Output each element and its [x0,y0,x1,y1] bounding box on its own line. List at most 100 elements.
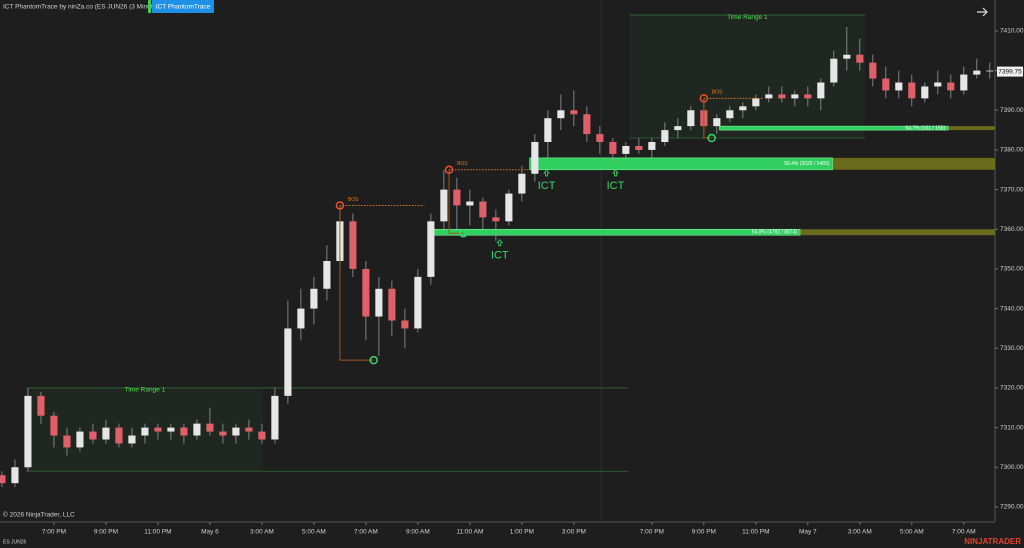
x-tick-label: 1:00 PM [510,529,534,536]
x-tick-label: 3:00 PM [562,529,586,536]
x-tick-label: 7:00 AM [354,529,378,536]
bos-label: BOS [348,197,359,203]
y-tick-label: 7320.00 [1000,385,1024,392]
y-tick-label: 7300.00 [1000,464,1024,471]
candle-body [89,431,97,440]
y-tick-label: 7330.00 [1000,345,1024,352]
candle-body [921,86,929,99]
swing-leg [703,98,712,139]
logo: NINJATRADER [964,537,1021,546]
swing-high-marker [335,201,345,210]
candle-body [882,78,890,91]
candle-body [271,395,279,440]
y-tick-label: 7290.00 [1000,504,1024,511]
candle-body [258,431,266,440]
zone-label: 54.0% (4792 / 8874) [752,230,798,236]
y-tick-label: 7310.00 [1000,424,1024,431]
zone-label: 56.4% (3025 / 5465) [784,161,830,167]
swing-high-marker [444,165,454,175]
candle-body [76,431,84,448]
x-tick-label: 9:00 PM [94,529,118,536]
candle-body [427,221,435,277]
indicator-button-label[interactable]: ICT PhantomTrace [156,4,211,11]
swing-leg [448,169,464,234]
candle-body [245,427,253,432]
candle-body [895,82,903,91]
x-tick-label: 7:00 AM [952,529,976,536]
candle-body [24,395,32,468]
x-tick-label: May 6 [201,529,219,536]
expand-arrow[interactable] [977,7,988,17]
y-tick-label: 7370.00 [1000,186,1024,193]
candle-body [544,118,552,143]
time-range-label: Time Range 1 [727,14,768,21]
candle-body [635,145,643,150]
candle-body [622,145,630,154]
candle-body [713,118,721,127]
candle-body [856,54,864,63]
candle-body [440,189,448,222]
ict-arrow [543,169,550,177]
candle-body [37,395,45,416]
x-tick-label: May 7 [799,529,817,536]
candle-body [232,427,240,436]
indicator-button-accent [148,0,151,13]
candle-body [505,193,513,222]
swing-low-marker [459,228,468,238]
candle-body [141,427,149,436]
x-tick-label: 3:00 AM [250,529,274,536]
candle-body [648,142,656,150]
candle-body [206,423,214,432]
candle-body [726,110,734,119]
candle-body [830,58,838,83]
candle-body [570,110,578,115]
y-tick-label: 7380.00 [1000,147,1024,154]
candle-body [284,328,292,396]
order-block-zone [529,157,833,171]
x-tick-label: 9:00 PM [692,529,716,536]
y-tick-label: 7390.00 [1000,107,1024,114]
y-tick-label: 7340.00 [1000,305,1024,312]
candle-body [115,427,123,444]
window-title: ICT PhantomTrace by ninZa.co (ES JUN26 (… [3,4,161,11]
candle-body [596,134,604,143]
x-tick-label: 11:00 AM [456,529,483,536]
candle-body [817,82,825,99]
x-tick-label: 11:00 PM [742,529,769,536]
candle-body [492,217,500,222]
candle-body [154,427,162,432]
last-price-label: 7399.75 [998,68,1022,75]
x-tick-label: 11:00 PM [144,529,171,536]
candle-body [375,288,383,317]
candle-body [687,110,695,127]
swing-high-marker [699,94,709,103]
candle-body [401,320,409,329]
candle-body [362,268,370,317]
bos-label: BOS [712,90,723,96]
candle-body [804,94,812,99]
zone-extension [800,229,995,236]
candle-body [739,106,747,111]
x-tick-label: 3:00 AM [848,529,872,536]
candle-body [466,201,474,206]
candle-body [752,98,760,107]
candle-body [973,70,981,75]
ict-label: ICT [538,180,556,192]
candle-body [102,427,110,440]
order-block-zone [719,125,949,131]
instrument-label: ES JUN26 [3,539,27,545]
candle-body [674,126,682,131]
candle-body [960,74,968,91]
candle-body [193,423,201,436]
zone-extension [948,126,995,131]
swing-low-marker [707,133,716,143]
candle-body [349,221,357,269]
bos-label: BOS [457,161,468,167]
candle-body [986,70,994,72]
swing-leg [339,205,374,361]
indicator-button[interactable] [152,0,214,13]
ict-arrow [496,239,504,247]
zone-extension [832,157,995,170]
